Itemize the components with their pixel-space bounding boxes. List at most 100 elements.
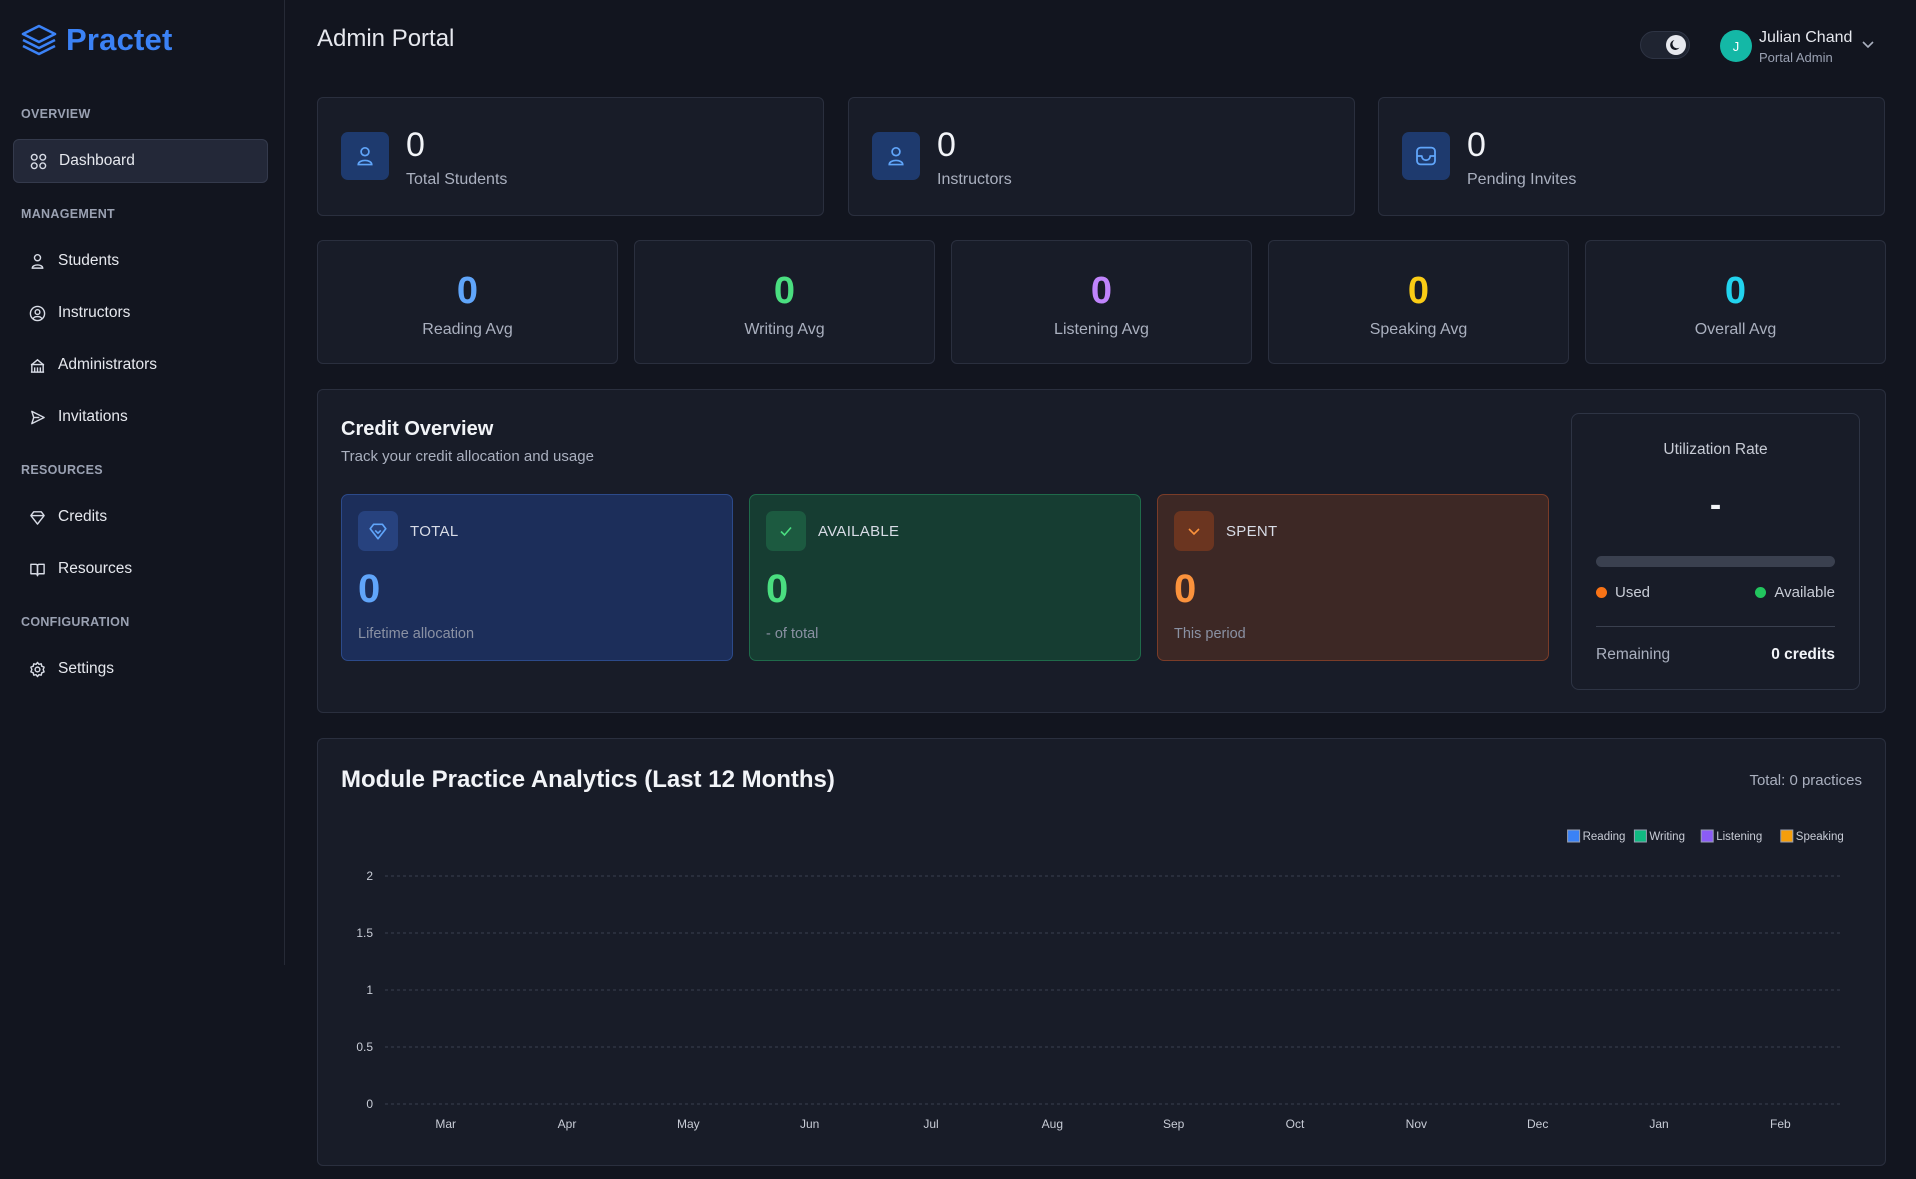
sidebar-item-invitations[interactable]: Invitations — [13, 395, 268, 439]
x-tick-label: Dec — [1527, 1117, 1548, 1131]
credit-box-note: - of total — [766, 626, 819, 642]
credit-box-value: 0 — [1174, 567, 1197, 611]
avg-label: Writing Avg — [744, 321, 825, 338]
credit-box-value: 0 — [766, 567, 789, 611]
stat-card-total-students: 0 Total Students — [317, 97, 824, 216]
legend-label: Listening — [1716, 831, 1762, 843]
stat-value: 0 — [406, 126, 425, 164]
logo-text: Practet — [66, 22, 173, 57]
x-tick-label: Mar — [435, 1117, 456, 1131]
logo[interactable]: Practet — [20, 22, 173, 58]
credit-overview-subtitle: Track your credit allocation and usage — [341, 448, 594, 465]
x-tick-label: Oct — [1286, 1117, 1305, 1131]
y-tick-label: 0 — [366, 1097, 373, 1111]
credit-overview-panel: Credit Overview Track your credit alloca… — [317, 389, 1886, 713]
legend-label: Reading — [1583, 831, 1626, 843]
sidebar-divider — [284, 0, 285, 965]
legend-swatch — [1567, 829, 1581, 843]
x-tick-label: May — [677, 1117, 700, 1131]
inbox-icon — [1402, 132, 1450, 180]
credit-box-label: SPENT — [1226, 523, 1278, 540]
y-tick-label: 1 — [366, 983, 373, 997]
theme-toggle[interactable] — [1640, 31, 1690, 59]
sidebar-item-label: Resources — [58, 560, 133, 577]
section-label-resources: RESOURCES — [21, 463, 103, 477]
sidebar-item-instructors[interactable]: Instructors — [13, 291, 268, 335]
sidebar-item-students[interactable]: Students — [13, 239, 268, 283]
avg-card-speaking: 0 Speaking Avg — [1268, 240, 1569, 364]
user-icon — [31, 253, 44, 269]
legend-swatch — [1700, 829, 1714, 843]
avg-label: Reading Avg — [422, 321, 513, 338]
y-tick-label: 2 — [366, 869, 373, 883]
sidebar-item-label: Administrators — [58, 356, 158, 373]
sidebar-item-label: Credits — [58, 508, 108, 525]
building-icon — [30, 358, 45, 373]
legend-available: Available — [1755, 584, 1835, 601]
sidebar: Practet OVERVIEW Dashboard MANAGEMENT St… — [0, 0, 285, 1179]
gem-icon — [30, 510, 45, 525]
avg-label: Listening Avg — [1054, 321, 1149, 338]
credit-box-label: TOTAL — [410, 523, 459, 540]
dot-used — [1596, 587, 1607, 598]
x-tick-label: Sep — [1163, 1117, 1185, 1131]
x-tick-label: Jun — [800, 1117, 819, 1131]
section-label-management: MANAGEMENT — [21, 207, 115, 221]
credit-box-available: AVAILABLE 0 - of total — [749, 494, 1141, 661]
moon-icon — [1666, 35, 1686, 55]
sidebar-item-resources[interactable]: Resources — [13, 547, 268, 591]
x-tick-label: Feb — [1770, 1117, 1791, 1131]
sidebar-item-settings[interactable]: Settings — [13, 647, 268, 691]
credit-box-note: This period — [1174, 626, 1246, 642]
section-label-configuration: CONFIGURATION — [21, 615, 130, 629]
x-tick-label: Jul — [923, 1117, 938, 1131]
legend-used: Used — [1596, 584, 1650, 601]
avg-value: 0 — [773, 270, 796, 312]
check-icon — [766, 511, 806, 551]
logo-icon — [21, 24, 57, 56]
sidebar-item-label: Students — [58, 252, 120, 269]
avg-value: 0 — [1407, 270, 1430, 312]
avg-value: 0 — [1724, 270, 1747, 312]
sidebar-item-administrators[interactable]: Administrators — [13, 343, 268, 387]
credit-overview-title: Credit Overview — [341, 418, 494, 440]
x-tick-label: Apr — [558, 1117, 577, 1131]
utilization-value: - — [1709, 486, 1722, 524]
user-icon — [872, 132, 920, 180]
sidebar-item-label: Invitations — [58, 408, 128, 425]
stat-card-instructors: 0 Instructors — [848, 97, 1355, 216]
sidebar-item-label: Settings — [58, 660, 115, 677]
credit-box-label: AVAILABLE — [818, 523, 900, 540]
avg-card-overall: 0 Overall Avg — [1585, 240, 1886, 364]
remaining-value: 0 credits — [1771, 646, 1835, 663]
sidebar-item-label: Instructors — [58, 304, 131, 321]
avatar[interactable]: J — [1720, 30, 1752, 62]
credit-box-note: Lifetime allocation — [358, 626, 475, 642]
avg-value: 0 — [1090, 270, 1113, 312]
chevron-down-icon[interactable] — [1861, 40, 1875, 50]
page-title: Admin Portal — [317, 25, 455, 52]
y-tick-label: 0.5 — [356, 1040, 373, 1054]
credit-box-spent: SPENT 0 This period — [1157, 494, 1549, 661]
legend-label: Speaking — [1796, 831, 1844, 843]
stat-value: 0 — [937, 126, 956, 164]
avg-card-listening: 0 Listening Avg — [951, 240, 1252, 364]
user-icon — [341, 132, 389, 180]
legend-available-label: Available — [1774, 584, 1835, 601]
sidebar-item-dashboard[interactable]: Dashboard — [13, 139, 268, 183]
send-icon — [31, 410, 45, 424]
avg-value: 0 — [456, 270, 479, 312]
utilization-title: Utilization Rate — [1663, 441, 1768, 458]
user-circle-icon — [29, 305, 46, 321]
utilization-card: Utilization Rate - Used Available Remain… — [1571, 413, 1860, 690]
credit-box-total: TOTAL 0 Lifetime allocation — [341, 494, 733, 661]
utilization-bar — [1596, 556, 1835, 567]
chart-title: Module Practice Analytics (Last 12 Month… — [341, 766, 835, 793]
user-name[interactable]: Julian Chand — [1759, 29, 1853, 46]
y-tick-label: 1.5 — [356, 926, 373, 940]
legend-swatch — [1633, 829, 1647, 843]
sidebar-item-credits[interactable]: Credits — [13, 495, 268, 539]
stat-label: Total Students — [406, 171, 508, 188]
avg-card-reading: 0 Reading Avg — [317, 240, 618, 364]
analytics-chart: 0 0.5 1 1.5 2 Mar Apr May Jun Jul Aug Sep Oct Nov Dec J… — [356, 829, 1844, 1131]
